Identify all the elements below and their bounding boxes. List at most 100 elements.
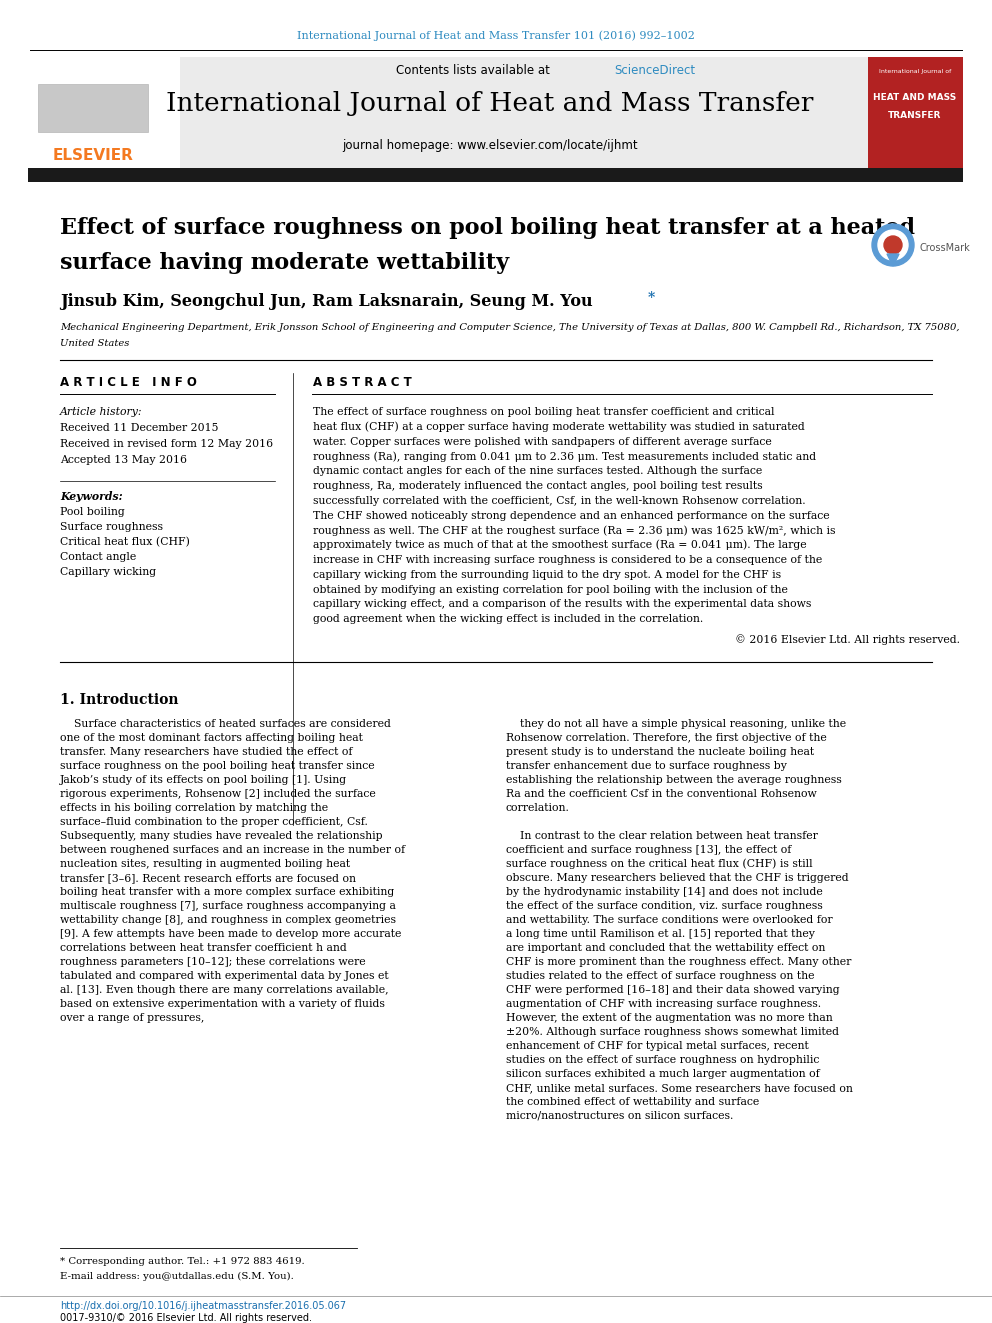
Text: successfully correlated with the coefficient, Csf, in the well-known Rohsenow co: successfully correlated with the coeffic… (313, 496, 806, 505)
Text: ELSEVIER: ELSEVIER (53, 147, 134, 163)
Text: CrossMark: CrossMark (920, 243, 971, 253)
Text: Jinsub Kim, Seongchul Jun, Ram Laksnarain, Seung M. You: Jinsub Kim, Seongchul Jun, Ram Laksnarai… (60, 294, 598, 311)
Text: Effect of surface roughness on pool boiling heat transfer at a heated: Effect of surface roughness on pool boil… (60, 217, 915, 239)
Text: CHF is more prominent than the roughness effect. Many other: CHF is more prominent than the roughness… (506, 957, 851, 967)
Text: are important and concluded that the wettability effect on: are important and concluded that the wet… (506, 943, 825, 953)
Text: Surface roughness: Surface roughness (60, 523, 163, 532)
Text: Article history:: Article history: (60, 407, 143, 417)
Text: surface having moderate wettability: surface having moderate wettability (60, 251, 509, 274)
Text: transfer [3–6]. Recent research efforts are focused on: transfer [3–6]. Recent research efforts … (60, 873, 356, 882)
Text: approximately twice as much of that at the smoothest surface (Ra = 0.041 μm). Th: approximately twice as much of that at t… (313, 540, 806, 550)
Text: and wettability. The surface conditions were overlooked for: and wettability. The surface conditions … (506, 916, 832, 925)
Text: they do not all have a simple physical reasoning, unlike the: they do not all have a simple physical r… (506, 718, 846, 729)
Text: correlation.: correlation. (506, 803, 569, 814)
Text: enhancement of CHF for typical metal surfaces, recent: enhancement of CHF for typical metal sur… (506, 1041, 808, 1050)
Text: roughness as well. The CHF at the roughest surface (Ra = 2.36 μm) was 1625 kW/m²: roughness as well. The CHF at the roughe… (313, 525, 835, 536)
Text: water. Copper surfaces were polished with sandpapers of different average surfac: water. Copper surfaces were polished wit… (313, 437, 772, 447)
Text: ScienceDirect: ScienceDirect (614, 64, 695, 77)
Text: Contents lists available at: Contents lists available at (396, 64, 554, 77)
Text: Subsequently, many studies have revealed the relationship: Subsequently, many studies have revealed… (60, 831, 383, 841)
Text: Ra and the coefficient Csf in the conventional Rohsenow: Ra and the coefficient Csf in the conven… (506, 789, 816, 799)
Text: 0017-9310/© 2016 Elsevier Ltd. All rights reserved.: 0017-9310/© 2016 Elsevier Ltd. All right… (60, 1312, 312, 1323)
Bar (28, 57, 180, 177)
Text: Jakob’s study of its effects on pool boiling [1]. Using: Jakob’s study of its effects on pool boi… (60, 775, 347, 785)
Text: Rohsenow correlation. Therefore, the first objective of the: Rohsenow correlation. Therefore, the fir… (506, 733, 826, 744)
Text: International Journal of Heat and Mass Transfer 101 (2016) 992–1002: International Journal of Heat and Mass T… (297, 30, 695, 41)
Text: *: * (648, 291, 656, 306)
Text: E-mail address: you@utdallas.edu (S.M. You).: E-mail address: you@utdallas.edu (S.M. Y… (60, 1271, 294, 1281)
Text: HEAT AND MASS: HEAT AND MASS (873, 94, 956, 102)
Text: over a range of pressures,: over a range of pressures, (60, 1013, 204, 1023)
Text: wettability change [8], and roughness in complex geometries: wettability change [8], and roughness in… (60, 916, 396, 925)
Text: CHF, unlike metal surfaces. Some researchers have focused on: CHF, unlike metal surfaces. Some researc… (506, 1084, 853, 1093)
Text: transfer. Many researchers have studied the effect of: transfer. Many researchers have studied … (60, 747, 352, 757)
Text: roughness (Ra), ranging from 0.041 μm to 2.36 μm. Test measurements included sta: roughness (Ra), ranging from 0.041 μm to… (313, 451, 816, 462)
Text: Mechanical Engineering Department, Erik Jonsson School of Engineering and Comput: Mechanical Engineering Department, Erik … (60, 324, 959, 332)
Text: surface–fluid combination to the proper coefficient, Csf.: surface–fluid combination to the proper … (60, 818, 368, 827)
Text: augmentation of CHF with increasing surface roughness.: augmentation of CHF with increasing surf… (506, 999, 821, 1009)
Text: effects in his boiling correlation by matching the: effects in his boiling correlation by ma… (60, 803, 328, 814)
Text: surface roughness on the critical heat flux (CHF) is still: surface roughness on the critical heat f… (506, 859, 812, 869)
Circle shape (878, 230, 908, 261)
Text: rigorous experiments, Rohsenow [2] included the surface: rigorous experiments, Rohsenow [2] inclu… (60, 789, 376, 799)
Text: studies related to the effect of surface roughness on the: studies related to the effect of surface… (506, 971, 814, 980)
Text: nucleation sites, resulting in augmented boiling heat: nucleation sites, resulting in augmented… (60, 859, 350, 869)
Text: multiscale roughness [7], surface roughness accompanying a: multiscale roughness [7], surface roughn… (60, 901, 396, 912)
Text: between roughened surfaces and an increase in the number of: between roughened surfaces and an increa… (60, 845, 405, 855)
Bar (38, 83, 148, 132)
Text: heat flux (CHF) at a copper surface having moderate wettability was studied in s: heat flux (CHF) at a copper surface havi… (313, 422, 805, 433)
Text: capillary wicking effect, and a comparison of the results with the experimental : capillary wicking effect, and a comparis… (313, 599, 811, 610)
Bar (28, 168, 963, 183)
Circle shape (884, 235, 902, 254)
Text: Pool boiling: Pool boiling (60, 507, 125, 517)
Text: based on extensive experimentation with a variety of fluids: based on extensive experimentation with … (60, 999, 385, 1009)
Text: journal homepage: www.elsevier.com/locate/ijhmt: journal homepage: www.elsevier.com/locat… (342, 139, 638, 152)
Bar (28, 57, 963, 177)
Text: Keywords:: Keywords: (60, 492, 123, 503)
Text: © 2016 Elsevier Ltd. All rights reserved.: © 2016 Elsevier Ltd. All rights reserved… (735, 635, 960, 646)
Text: United States: United States (60, 339, 129, 348)
Text: Contact angle: Contact angle (60, 552, 136, 562)
Text: Accepted 13 May 2016: Accepted 13 May 2016 (60, 455, 187, 464)
Text: roughness, Ra, moderately influenced the contact angles, pool boiling test resul: roughness, Ra, moderately influenced the… (313, 482, 763, 491)
Text: A B S T R A C T: A B S T R A C T (313, 377, 412, 389)
Circle shape (872, 224, 914, 266)
Text: dynamic contact angles for each of the nine surfaces tested. Although the surfac: dynamic contact angles for each of the n… (313, 466, 762, 476)
Text: Surface characteristics of heated surfaces are considered: Surface characteristics of heated surfac… (60, 718, 391, 729)
Text: the effect of the surface condition, viz. surface roughness: the effect of the surface condition, viz… (506, 901, 822, 912)
Text: surface roughness on the pool boiling heat transfer since: surface roughness on the pool boiling he… (60, 761, 375, 771)
Text: roughness parameters [10–12]; these correlations were: roughness parameters [10–12]; these corr… (60, 957, 366, 967)
Text: http://dx.doi.org/10.1016/j.ijheatmasstransfer.2016.05.067: http://dx.doi.org/10.1016/j.ijheatmasstr… (60, 1301, 346, 1311)
Text: 1. Introduction: 1. Introduction (60, 693, 179, 706)
Text: establishing the relationship between the average roughness: establishing the relationship between th… (506, 775, 842, 785)
Text: al. [13]. Even though there are many correlations available,: al. [13]. Even though there are many cor… (60, 986, 389, 995)
Text: Received in revised form 12 May 2016: Received in revised form 12 May 2016 (60, 439, 273, 448)
Text: * Corresponding author. Tel.: +1 972 883 4619.: * Corresponding author. Tel.: +1 972 883… (60, 1257, 305, 1266)
Text: The effect of surface roughness on pool boiling heat transfer coefficient and cr: The effect of surface roughness on pool … (313, 407, 775, 417)
Text: In contrast to the clear relation between heat transfer: In contrast to the clear relation betwee… (506, 831, 817, 841)
Text: silicon surfaces exhibited a much larger augmentation of: silicon surfaces exhibited a much larger… (506, 1069, 819, 1080)
Text: [9]. A few attempts have been made to develop more accurate: [9]. A few attempts have been made to de… (60, 929, 402, 939)
Text: obscure. Many researchers believed that the CHF is triggered: obscure. Many researchers believed that … (506, 873, 848, 882)
Text: obtained by modifying an existing correlation for pool boiling with the inclusio: obtained by modifying an existing correl… (313, 585, 788, 594)
Text: by the hydrodynamic instability [14] and does not include: by the hydrodynamic instability [14] and… (506, 886, 822, 897)
Bar (868, 57, 963, 177)
Text: The CHF showed noticeably strong dependence and an enhanced performance on the s: The CHF showed noticeably strong depende… (313, 511, 829, 520)
Text: correlations between heat transfer coefficient h and: correlations between heat transfer coeff… (60, 943, 347, 953)
Text: capillary wicking from the surrounding liquid to the dry spot. A model for the C: capillary wicking from the surrounding l… (313, 570, 781, 579)
Text: studies on the effect of surface roughness on hydrophilic: studies on the effect of surface roughne… (506, 1054, 819, 1065)
Text: CHF were performed [16–18] and their data showed varying: CHF were performed [16–18] and their dat… (506, 986, 839, 995)
Text: International Journal of Heat and Mass Transfer: International Journal of Heat and Mass T… (167, 90, 813, 115)
Text: However, the extent of the augmentation was no more than: However, the extent of the augmentation … (506, 1013, 832, 1023)
Polygon shape (887, 254, 899, 266)
Text: micro/nanostructures on silicon surfaces.: micro/nanostructures on silicon surfaces… (506, 1111, 733, 1121)
Text: ±20%. Although surface roughness shows somewhat limited: ±20%. Although surface roughness shows s… (506, 1027, 839, 1037)
Text: the combined effect of wettability and surface: the combined effect of wettability and s… (506, 1097, 759, 1107)
Text: Critical heat flux (CHF): Critical heat flux (CHF) (60, 537, 189, 548)
Text: transfer enhancement due to surface roughness by: transfer enhancement due to surface roug… (506, 761, 787, 771)
Text: boiling heat transfer with a more complex surface exhibiting: boiling heat transfer with a more comple… (60, 886, 394, 897)
Text: increase in CHF with increasing surface roughness is considered to be a conseque: increase in CHF with increasing surface … (313, 556, 822, 565)
Text: present study is to understand the nucleate boiling heat: present study is to understand the nucle… (506, 747, 814, 757)
Text: a long time until Ramilison et al. [15] reported that they: a long time until Ramilison et al. [15] … (506, 929, 814, 939)
Text: International Journal of: International Journal of (879, 70, 951, 74)
